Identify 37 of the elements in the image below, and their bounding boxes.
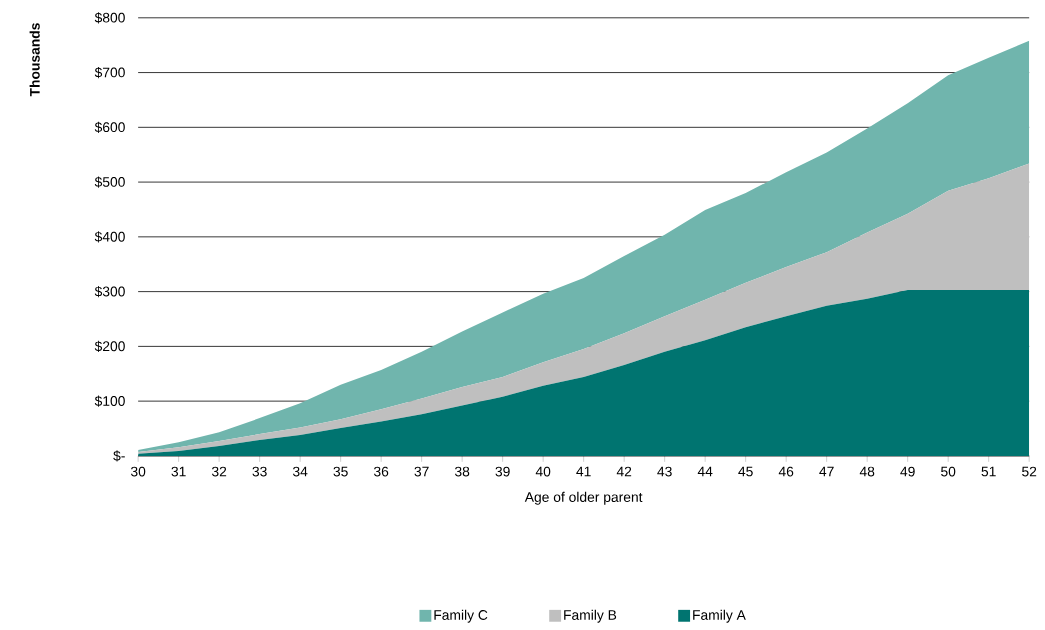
x-tick-label: 50 — [941, 466, 956, 477]
x-tick-label: 52 — [1022, 466, 1037, 477]
x-tick-label: 35 — [333, 466, 348, 477]
x-tick-label: 31 — [171, 466, 186, 477]
x-tick-label: 46 — [778, 466, 794, 477]
x-tick-label: 32 — [211, 466, 227, 477]
legend-label: Family C — [434, 609, 488, 623]
x-tick-label: 41 — [576, 466, 591, 477]
y-tick-label: $- — [113, 450, 125, 462]
x-tick-label: 43 — [657, 466, 672, 477]
y-axis-title: Thousands — [29, 23, 40, 97]
x-tick-label: 38 — [454, 466, 470, 477]
legend-label: Family B — [564, 609, 617, 623]
x-tick-label: 48 — [859, 466, 875, 477]
x-tick-label: 37 — [414, 466, 429, 477]
x-tick-label: 40 — [535, 466, 551, 477]
y-tick-label: $500 — [94, 176, 125, 188]
x-tick-label: 30 — [130, 466, 146, 477]
x-tick-label: 36 — [373, 466, 389, 477]
x-tick-label: 42 — [616, 466, 632, 477]
y-tick-label: $600 — [94, 121, 125, 133]
x-tick-label: 34 — [292, 466, 308, 477]
y-tick-label: $400 — [94, 231, 125, 243]
x-tick-label: 49 — [900, 466, 915, 477]
x-tick-label: 47 — [819, 466, 834, 477]
legend-label: Family A — [693, 609, 746, 623]
y-tick-label: $300 — [94, 286, 125, 298]
x-tick-label: 44 — [697, 466, 713, 477]
y-tick-label: $200 — [94, 340, 125, 352]
x-tick-label: 33 — [252, 466, 267, 477]
y-tick-label: $800 — [94, 12, 125, 24]
y-tick-label: $100 — [94, 395, 125, 407]
x-tick-label: 45 — [738, 466, 753, 477]
x-axis-title: Age of older parent — [524, 491, 643, 505]
x-tick-label: 51 — [981, 466, 996, 477]
x-tick-label: 39 — [495, 466, 510, 477]
y-tick-label: $700 — [94, 66, 125, 79]
